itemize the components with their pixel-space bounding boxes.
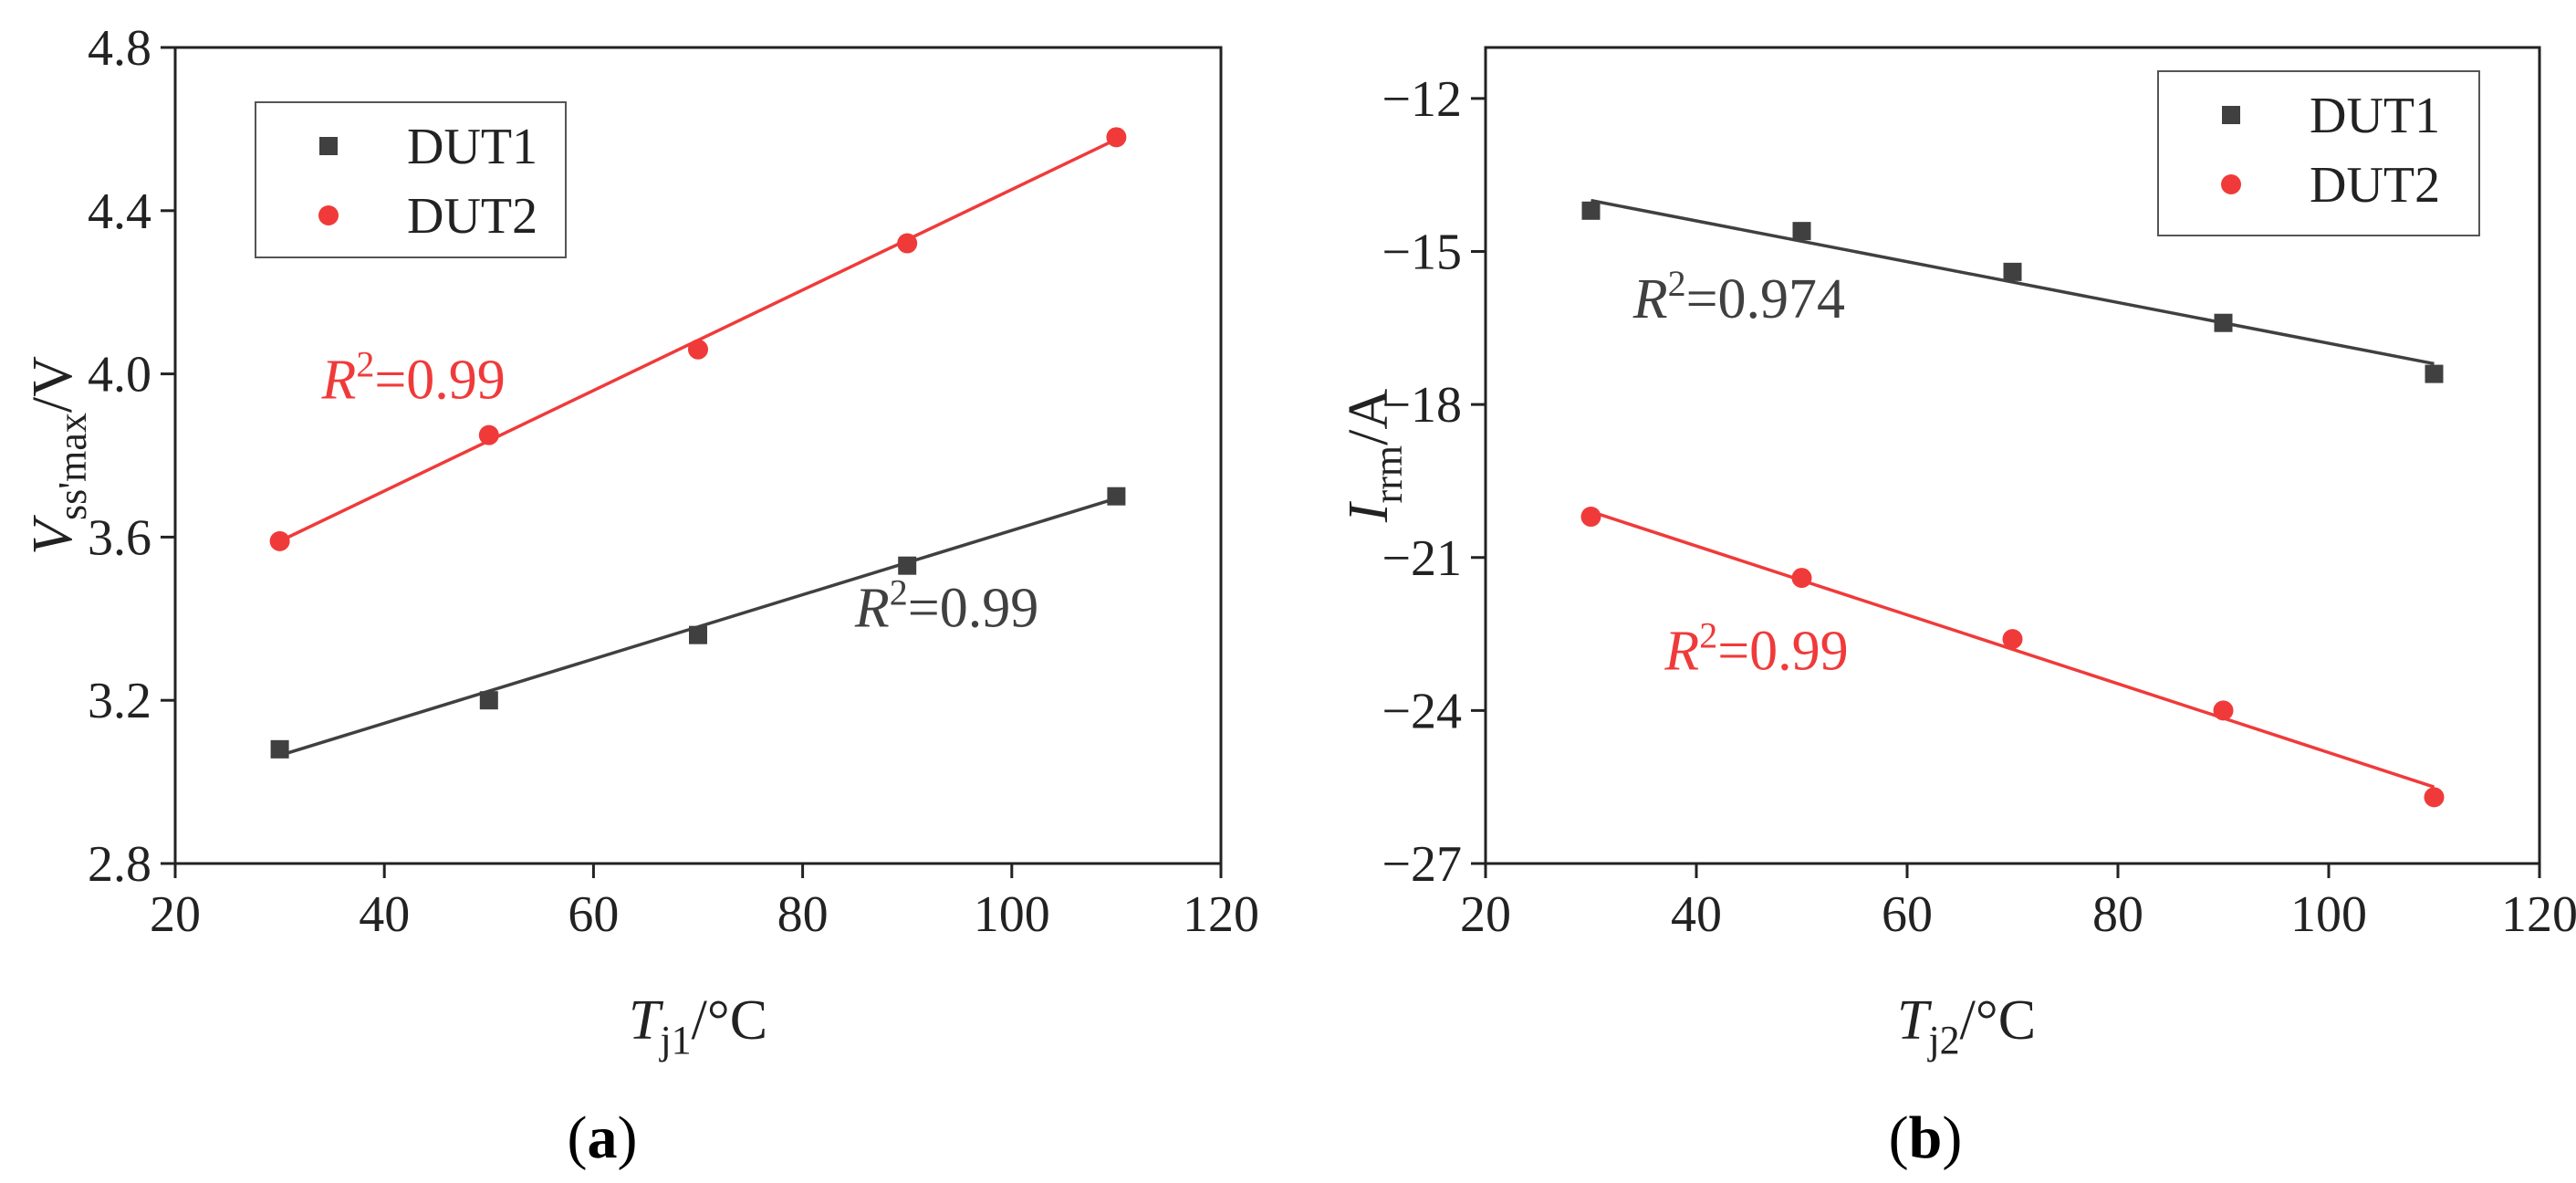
fit-line-dut1 xyxy=(1590,198,2435,366)
x-axis-title: Tj1/°C xyxy=(629,989,767,1063)
x-tick-label: 100 xyxy=(974,886,1050,943)
data-point-dut2 xyxy=(1791,568,1812,589)
chart-panel-a: 20 40 60 80 100 120 2.8 3.2 3.6 4.0 4.4 4.8 R2=0.99 R… xyxy=(22,20,1259,1171)
y-tick-label: 3.2 xyxy=(88,673,151,729)
legend: DUT1 DUT2 xyxy=(2157,70,2480,236)
y-tick-label: 3.6 xyxy=(88,509,151,566)
x-tick-label: 120 xyxy=(1183,886,1259,943)
y-tick-label: 4.4 xyxy=(88,183,151,240)
x-axis-title: Tj2/°C xyxy=(1897,989,2036,1063)
panel-label: (a) xyxy=(568,1104,638,1171)
x-tick-label: 20 xyxy=(150,886,201,943)
data-point-dut1 xyxy=(270,739,289,759)
panel-label: (b) xyxy=(1889,1104,1963,1171)
legend: DUT1 DUT2 xyxy=(255,101,567,258)
x-tick-label: 80 xyxy=(2092,886,2143,943)
x-tick-label: 60 xyxy=(568,886,619,943)
data-point-dut2 xyxy=(478,424,499,445)
legend-label-dut1: DUT1 xyxy=(2310,88,2440,144)
data-point-dut2 xyxy=(2424,787,2445,808)
r2-annotation-dut1: R2=0.974 xyxy=(1632,263,1845,330)
data-point-dut1 xyxy=(479,691,498,710)
legend-box xyxy=(255,101,567,258)
x-tick-label: 120 xyxy=(2501,886,2576,943)
data-point-dut2 xyxy=(688,339,708,360)
r2-annotation-dut2: R2=0.99 xyxy=(320,343,505,411)
data-point-dut2 xyxy=(269,530,290,551)
r2-annotation-dut1: R2=0.99 xyxy=(854,572,1038,640)
legend-label-dut2: DUT2 xyxy=(2310,157,2440,214)
legend-marker-dut1 xyxy=(319,137,338,155)
plot-frame xyxy=(1484,46,2541,865)
y-tick-label: −12 xyxy=(1382,71,1462,128)
data-point-dut1 xyxy=(2003,262,2022,281)
data-point-dut1 xyxy=(1792,222,1811,241)
legend-label-dut1: DUT1 xyxy=(407,119,537,175)
data-point-dut1 xyxy=(689,625,707,644)
data-point-dut1 xyxy=(898,556,917,575)
x-tick-label: 80 xyxy=(777,886,829,943)
legend-marker-dut1 xyxy=(2222,106,2240,124)
x-tick-label: 20 xyxy=(1460,886,1511,943)
y-tick-label: −21 xyxy=(1382,530,1462,587)
x-tick-label: 40 xyxy=(1671,886,1722,943)
chart-panel-b: 20 40 60 80 100 120 −27 −24 −21 −18 −15 −12 R2=0.974… xyxy=(1338,46,2576,1171)
data-point-dut2 xyxy=(2213,700,2234,721)
x-tick-label: 100 xyxy=(2290,886,2367,943)
legend-marker-dut2 xyxy=(2221,174,2241,194)
data-point-dut1 xyxy=(2214,313,2233,332)
data-point-dut2 xyxy=(1106,127,1127,148)
y-axis-title: Vss'max/V xyxy=(22,356,95,555)
y-tick-label: −18 xyxy=(1382,377,1462,434)
fit-line-dut2 xyxy=(1590,509,2435,789)
plot-frame xyxy=(173,46,1223,865)
data-point-dut2 xyxy=(1580,507,1601,528)
legend-label-dut2: DUT2 xyxy=(407,188,537,245)
y-tick-label: −27 xyxy=(1382,836,1462,893)
x-tick-label: 60 xyxy=(1882,886,1933,943)
y-tick-label: 4.0 xyxy=(88,347,151,403)
y-axis-title: Irrm/A xyxy=(1338,389,1411,523)
y-tick-label: −24 xyxy=(1382,683,1462,739)
x-tick-label: 40 xyxy=(359,886,410,943)
y-tick-label: 4.8 xyxy=(88,20,151,77)
data-point-dut1 xyxy=(1107,487,1126,506)
data-point-dut2 xyxy=(897,233,918,254)
legend-marker-dut2 xyxy=(318,205,339,225)
data-point-dut1 xyxy=(2425,364,2444,383)
data-point-dut1 xyxy=(1581,201,1601,220)
legend-box xyxy=(2157,70,2480,236)
y-tick-label: −15 xyxy=(1382,225,1462,281)
r2-annotation-dut2: R2=0.99 xyxy=(1663,615,1848,683)
y-tick-label: 2.8 xyxy=(88,836,151,893)
data-point-dut2 xyxy=(2002,629,2023,650)
